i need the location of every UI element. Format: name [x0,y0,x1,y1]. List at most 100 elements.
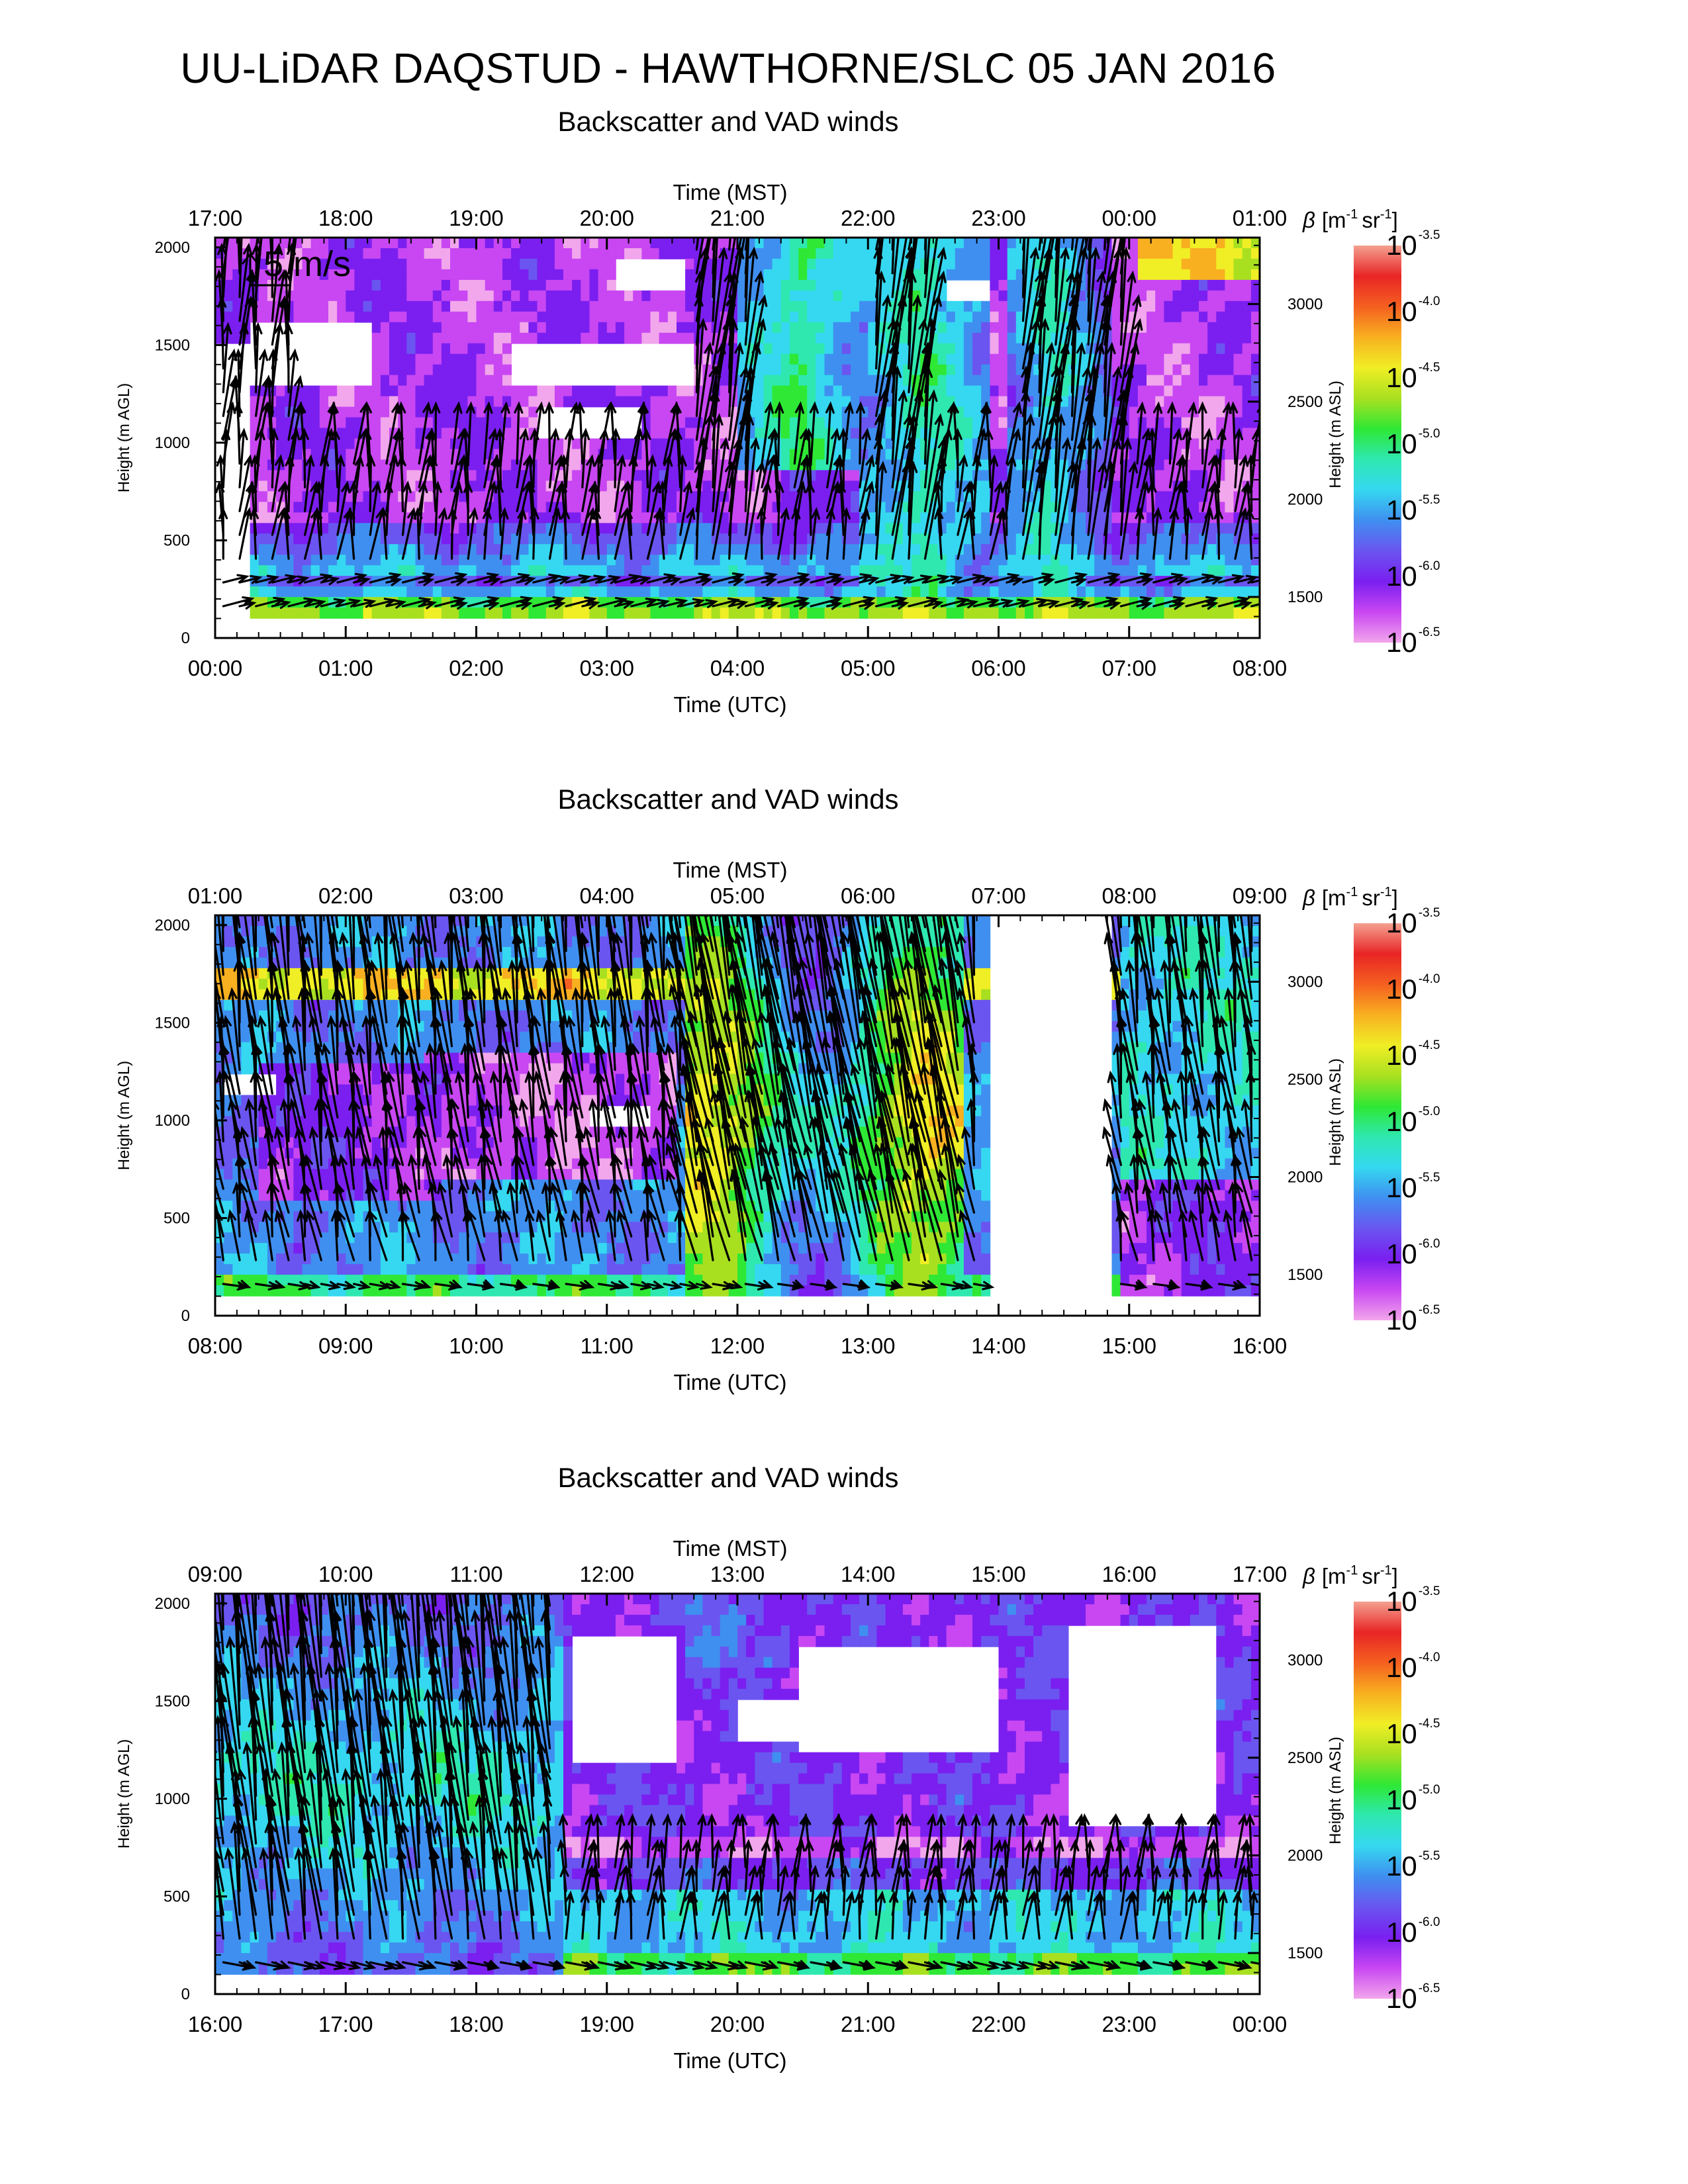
backscatter-cell [1190,269,1199,281]
backscatter-cell [998,586,1008,598]
backscatter-cell [685,459,695,471]
backscatter-cell [572,608,582,619]
backscatter-cell [363,544,373,555]
backscatter-cell [746,608,756,619]
backscatter-cell [998,459,1008,471]
backscatter-cell [502,290,512,302]
backscatter-cell [946,385,956,397]
backscatter-cell [1225,608,1235,619]
wind-arrow [217,242,227,322]
backscatter-cell [1111,322,1121,334]
backscatter-cell [441,565,451,576]
backscatter-cell [998,608,1008,619]
wind-arrow [793,576,811,586]
backscatter-cell [1076,300,1086,312]
backscatter-cell [1111,480,1121,492]
backscatter-cell [337,608,347,619]
backscatter-cell [293,512,303,524]
backscatter-cell [441,491,451,503]
backscatter-cell [851,459,860,471]
backscatter-cell [667,523,677,535]
wind-arrow [1070,576,1088,586]
backscatter-cell [328,512,338,524]
wind-arrow [1136,401,1147,465]
backscatter-cell [816,555,825,566]
backscatter-cell [641,332,651,344]
wind-arrow [949,401,959,465]
backscatter-cell [371,586,381,598]
backscatter-cell [598,555,608,566]
backscatter-cell [1164,480,1174,492]
backscatter-cell [572,586,582,598]
backscatter-cell [1172,248,1182,259]
x-tick-label: 00:00 [188,656,243,680]
backscatter-cell [1155,375,1165,387]
wind-arrow [630,598,659,608]
y-tick-label: 1000 [155,434,190,452]
backscatter-cell [293,491,303,503]
backscatter-cell [1007,290,1017,302]
backscatter-cell [1094,428,1104,439]
backscatter-cell [371,311,381,323]
backscatter-cell [833,322,843,334]
y-tick-label: 0 [181,629,190,647]
wind-arrow [255,574,280,584]
backscatter-cell [624,608,634,619]
backscatter-cell [912,586,921,598]
backscatter-cell [459,523,469,535]
backscatter-cell [1225,512,1235,524]
backscatter-cell [955,353,964,365]
backscatter-cell [1242,544,1252,555]
backscatter-cell [380,565,390,576]
backscatter-cell [998,343,1008,355]
wind-arrow [287,348,299,418]
backscatter-cell [685,438,695,450]
backscatter-cell [990,322,1000,334]
backscatter-cell [415,459,425,471]
backscatter-cell [807,364,817,376]
backscatter-cell [972,322,982,334]
backscatter-cell [833,258,843,270]
backscatter-cell [841,311,851,323]
backscatter-cell [563,608,573,619]
wind-arrow [679,480,692,536]
backscatter-cell [511,491,521,503]
backscatter-cell [537,385,547,397]
backscatter-cell [851,269,860,281]
backscatter-cell [476,586,486,598]
backscatter-cell [789,332,799,344]
backscatter-cell [354,258,364,270]
backscatter-cell [955,311,964,323]
wind-arrow [1168,576,1189,586]
backscatter-cell [406,544,416,555]
wind-arrow [923,238,939,322]
backscatter-cell [1137,364,1147,376]
backscatter-cell [702,470,712,482]
backscatter-cell [537,290,547,302]
backscatter-cell [755,565,765,576]
backscatter-cell [685,470,695,482]
backscatter-cell [772,523,782,535]
backscatter-cell [441,586,451,598]
backscatter-cell [912,608,921,619]
backscatter-cell [1225,459,1235,471]
backscatter-cell [807,238,817,249]
backscatter-cell [772,586,782,598]
backscatter-cell [1250,385,1260,397]
backscatter-cell [1147,332,1156,344]
backscatter-cell [816,480,825,492]
backscatter-cell [633,470,643,482]
backscatter-cell [963,375,973,387]
x-tick-label-top: 21:00 [710,206,765,230]
backscatter-cell [493,300,503,312]
backscatter-cell [972,332,982,344]
backscatter-cell [459,364,469,376]
wind-arrow [1167,401,1177,465]
backscatter-cell [650,406,660,418]
backscatter-cell [972,406,982,418]
backscatter-cell [589,248,599,259]
backscatter-cell [1155,565,1165,576]
wind-arrow [514,401,524,465]
backscatter-cell [1007,322,1017,334]
